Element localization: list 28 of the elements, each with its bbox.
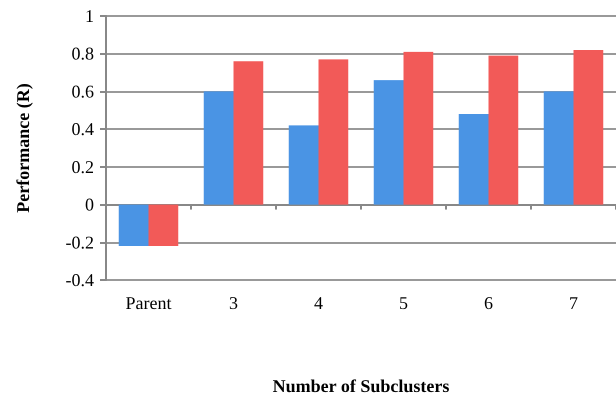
bar — [374, 80, 404, 205]
y-tick-label: 0.4 — [72, 119, 94, 140]
bar — [234, 61, 264, 205]
bar — [404, 52, 434, 205]
y-tick-label: -0.2 — [66, 232, 94, 252]
bar — [288, 125, 318, 205]
bar — [544, 91, 574, 205]
bar — [318, 59, 348, 205]
x-tick-label: 5 — [399, 293, 408, 313]
y-tick-label: 0.8 — [72, 44, 94, 64]
x-axis-title: Number of Subclusters — [272, 376, 450, 396]
x-tick-label: 4 — [314, 293, 323, 313]
y-tick-label: 0 — [85, 194, 94, 215]
bar — [574, 50, 604, 205]
x-tick-label: 6 — [484, 293, 493, 313]
x-tick-label: 7 — [569, 293, 578, 313]
bar — [204, 91, 234, 205]
bar — [118, 204, 148, 246]
x-tick-label: Parent — [126, 293, 172, 313]
bar — [458, 114, 488, 205]
y-tick-label: -0.4 — [66, 270, 94, 290]
y-axis-title: Performance (R) — [13, 83, 33, 213]
x-tick-label: 3 — [229, 293, 238, 313]
bar — [148, 204, 178, 246]
bar — [488, 56, 518, 205]
y-tick-label: 0.6 — [72, 81, 94, 102]
y-tick-label: 1 — [85, 6, 94, 26]
y-tick-label: 0.2 — [72, 156, 94, 177]
